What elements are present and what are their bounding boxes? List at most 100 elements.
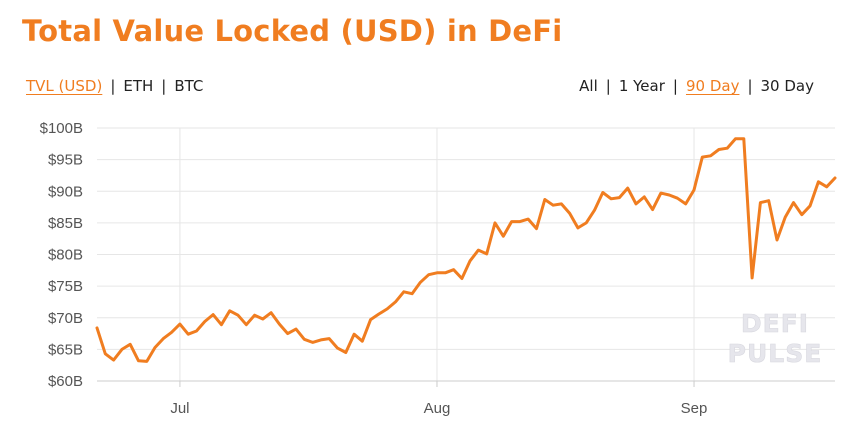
- data-point[interactable]: [376, 311, 382, 317]
- data-point[interactable]: [716, 147, 722, 153]
- data-point[interactable]: [658, 190, 664, 196]
- data-point[interactable]: [475, 247, 481, 253]
- data-point[interactable]: [260, 316, 266, 322]
- data-point[interactable]: [243, 322, 249, 328]
- data-point[interactable]: [550, 202, 556, 208]
- data-point[interactable]: [467, 258, 473, 264]
- data-point[interactable]: [268, 310, 274, 316]
- range-1-year[interactable]: 1 Year: [618, 77, 665, 95]
- data-point[interactable]: [666, 192, 672, 198]
- data-point[interactable]: [210, 312, 216, 318]
- data-point[interactable]: [807, 203, 813, 209]
- data-point[interactable]: [426, 272, 432, 278]
- data-point[interactable]: [774, 237, 780, 243]
- data-point[interactable]: [202, 319, 208, 325]
- data-point[interactable]: [509, 219, 515, 225]
- data-point[interactable]: [724, 145, 730, 151]
- data-point[interactable]: [492, 220, 498, 226]
- range-30-day[interactable]: 30 Day: [760, 77, 814, 95]
- data-point[interactable]: [218, 322, 224, 328]
- data-point[interactable]: [451, 267, 457, 273]
- data-point[interactable]: [326, 336, 332, 342]
- data-point[interactable]: [227, 308, 233, 314]
- data-point[interactable]: [575, 225, 581, 231]
- data-point[interactable]: [94, 325, 100, 331]
- data-point[interactable]: [583, 220, 589, 226]
- data-point[interactable]: [733, 136, 739, 142]
- data-point[interactable]: [500, 233, 506, 239]
- data-point[interactable]: [310, 339, 316, 345]
- toggle-btc[interactable]: BTC: [174, 77, 204, 95]
- data-point[interactable]: [276, 321, 282, 327]
- data-point[interactable]: [285, 331, 291, 337]
- data-point[interactable]: [102, 351, 108, 357]
- data-point[interactable]: [517, 219, 523, 225]
- data-point[interactable]: [558, 201, 564, 207]
- data-point[interactable]: [384, 306, 390, 312]
- data-point[interactable]: [699, 154, 705, 160]
- data-point[interactable]: [301, 336, 307, 342]
- data-point[interactable]: [442, 270, 448, 276]
- data-point[interactable]: [393, 299, 399, 305]
- range-all[interactable]: All: [579, 77, 598, 95]
- data-point[interactable]: [409, 291, 415, 297]
- toggle-eth[interactable]: ETH: [123, 77, 154, 95]
- data-point[interactable]: [542, 197, 548, 203]
- data-point[interactable]: [484, 251, 490, 257]
- data-point[interactable]: [136, 358, 142, 364]
- data-point[interactable]: [160, 336, 166, 342]
- data-point[interactable]: [359, 338, 365, 344]
- data-point[interactable]: [592, 207, 598, 213]
- y-tick-label: $70B: [48, 310, 83, 327]
- data-point[interactable]: [127, 341, 133, 347]
- data-point[interactable]: [708, 153, 714, 159]
- toggle-tvl-usd[interactable]: TVL (USD): [26, 77, 103, 95]
- data-point[interactable]: [691, 187, 697, 193]
- data-point[interactable]: [293, 326, 299, 332]
- data-point[interactable]: [791, 200, 797, 206]
- data-point[interactable]: [567, 210, 573, 216]
- data-point[interactable]: [368, 317, 374, 323]
- data-point[interactable]: [152, 345, 158, 351]
- data-point[interactable]: [625, 185, 631, 191]
- data-point[interactable]: [674, 195, 680, 201]
- data-point[interactable]: [177, 321, 183, 327]
- data-point[interactable]: [144, 358, 150, 364]
- data-point[interactable]: [525, 216, 531, 222]
- x-tick-label: Aug: [424, 400, 451, 417]
- y-tick-label: $90B: [48, 183, 83, 200]
- data-point[interactable]: [235, 312, 241, 318]
- data-point[interactable]: [119, 346, 125, 352]
- data-point[interactable]: [683, 201, 689, 207]
- data-point[interactable]: [832, 175, 838, 181]
- data-point[interactable]: [757, 200, 763, 206]
- data-point[interactable]: [401, 289, 407, 295]
- data-point[interactable]: [749, 275, 755, 281]
- data-point[interactable]: [799, 212, 805, 218]
- data-point[interactable]: [252, 312, 258, 318]
- data-point[interactable]: [641, 194, 647, 200]
- data-point[interactable]: [343, 350, 349, 356]
- data-point[interactable]: [169, 329, 175, 335]
- data-point[interactable]: [766, 198, 772, 204]
- data-point[interactable]: [185, 331, 191, 337]
- data-point[interactable]: [459, 276, 465, 282]
- range-90-day[interactable]: 90 Day: [685, 77, 740, 95]
- data-point[interactable]: [616, 195, 622, 201]
- data-point[interactable]: [111, 357, 117, 363]
- data-point[interactable]: [741, 136, 747, 142]
- data-point[interactable]: [824, 184, 830, 190]
- data-point[interactable]: [782, 214, 788, 220]
- data-point[interactable]: [608, 196, 614, 202]
- data-point[interactable]: [815, 179, 821, 185]
- data-point[interactable]: [335, 345, 341, 351]
- data-point[interactable]: [600, 190, 606, 196]
- data-point[interactable]: [633, 201, 639, 207]
- data-point[interactable]: [650, 207, 656, 213]
- data-point[interactable]: [534, 226, 540, 232]
- data-point[interactable]: [194, 328, 200, 334]
- data-point[interactable]: [318, 337, 324, 343]
- data-point[interactable]: [351, 331, 357, 337]
- data-point[interactable]: [434, 270, 440, 276]
- data-point[interactable]: [417, 279, 423, 285]
